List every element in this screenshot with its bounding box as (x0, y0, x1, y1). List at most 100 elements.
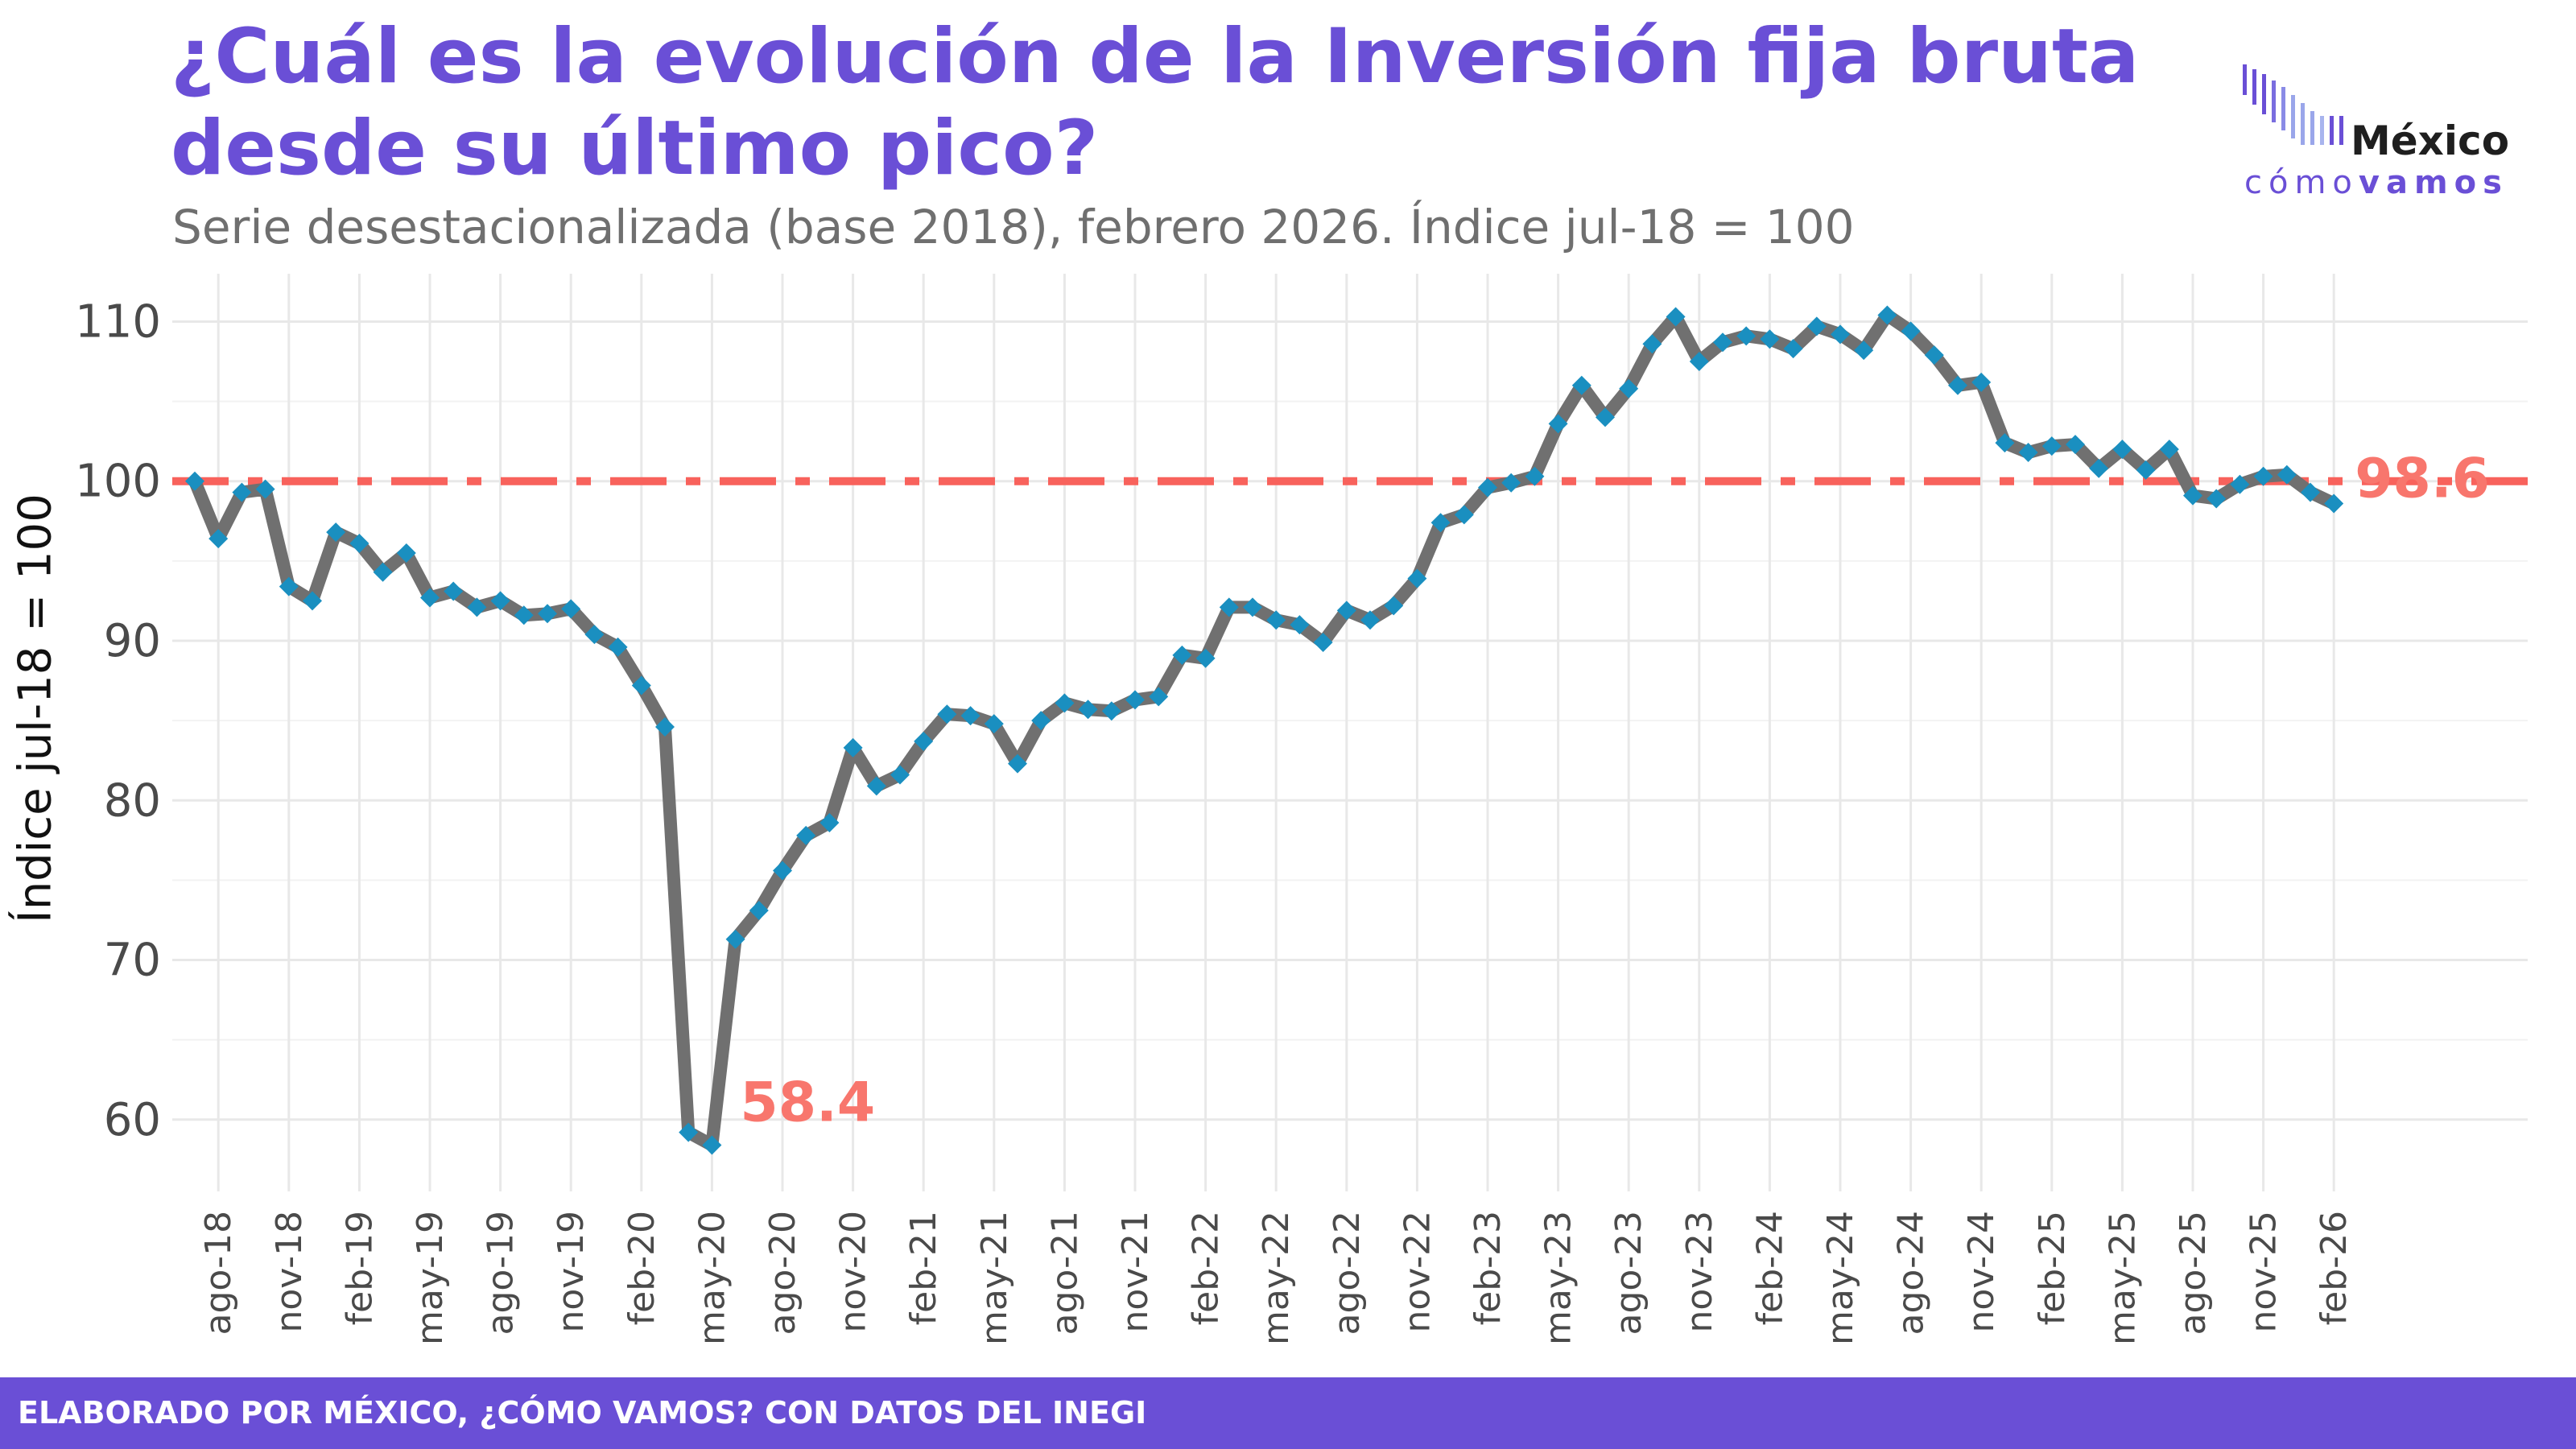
chart-subtitle: Serie desestacionalizada (base 2018), fe… (172, 200, 1855, 254)
data-point (2253, 466, 2273, 486)
x-tick-label: nov-25 (2244, 1211, 2285, 1333)
data-point (1596, 407, 1615, 427)
logo-tag-left: cómo (2244, 164, 2359, 201)
x-tick-label: may-24 (1820, 1211, 1861, 1345)
y-tick-label: 90 (104, 615, 161, 667)
data-point (1525, 466, 1545, 486)
data-point (1313, 632, 1333, 652)
x-tick-label: feb-23 (1468, 1211, 1509, 1325)
logo-tagline: cómovamos (2244, 164, 2508, 201)
data-point (2018, 443, 2038, 463)
data-point (2207, 489, 2227, 509)
data-point (185, 471, 204, 491)
x-tick-label: nov-23 (1679, 1211, 1720, 1333)
data-point (1924, 345, 1944, 365)
logo-tag-right: vamos (2358, 164, 2508, 201)
data-point (208, 529, 229, 549)
data-point (1971, 372, 1992, 392)
x-tick-label: feb-19 (339, 1211, 380, 1325)
x-tick-label: ago-24 (1891, 1211, 1932, 1335)
data-point (255, 479, 275, 499)
data-point (1689, 352, 1709, 372)
data-point (2277, 464, 2297, 485)
data-point (2136, 460, 2156, 480)
x-tick-label: ago-22 (1327, 1211, 1368, 1335)
x-tick-label: may-20 (691, 1211, 733, 1345)
data-point (749, 901, 769, 921)
x-tick-label: nov-19 (551, 1211, 592, 1333)
data-point (608, 637, 628, 657)
data-point (514, 605, 534, 625)
data-point (631, 675, 651, 696)
data-point (1172, 645, 1192, 665)
data-point (1877, 305, 1897, 325)
data-point (1125, 690, 1145, 710)
x-tick-label: may-23 (1538, 1211, 1579, 1345)
data-point (1243, 597, 1262, 617)
data-point (2301, 482, 2320, 502)
x-tick-label: feb-21 (903, 1211, 944, 1325)
data-point (1195, 648, 1216, 668)
x-tick-label: nov-22 (1397, 1211, 1438, 1333)
y-tick-label: 110 (75, 295, 161, 348)
y-tick-label: 60 (104, 1094, 161, 1146)
footer-credit: ELABORADO POR MÉXICO, ¿CÓMO VAMOS? CON D… (18, 1395, 1147, 1430)
x-tick-label: may-19 (410, 1211, 451, 1345)
data-point (937, 704, 957, 724)
data-point (1407, 568, 1427, 588)
y-tick-label: 100 (75, 456, 161, 508)
data-point (984, 714, 1004, 734)
data-point (279, 576, 299, 597)
data-point (232, 482, 252, 502)
data-point (326, 522, 346, 543)
footer-bar: ELABORADO POR MÉXICO, ¿CÓMO VAMOS? CON D… (0, 1377, 2576, 1449)
data-point (1290, 615, 1310, 635)
data-point (1666, 307, 1686, 327)
data-point (2041, 436, 2062, 456)
data-point (702, 1135, 722, 1155)
y-tick-label: 80 (104, 774, 161, 827)
data-point (490, 591, 510, 611)
data-point (1501, 473, 1521, 493)
annotation-label: 58.4 (740, 1071, 875, 1135)
x-tick-label: feb-24 (1749, 1211, 1790, 1325)
data-point (1806, 316, 1827, 336)
x-tick-label: may-21 (974, 1211, 1015, 1345)
x-tick-label: feb-26 (2314, 1211, 2355, 1325)
data-point (2230, 474, 2250, 494)
data-point (1478, 477, 1497, 497)
data-point (1831, 324, 1850, 345)
data-point (796, 825, 816, 845)
data-point (1336, 601, 1356, 621)
data-point (914, 731, 934, 751)
logo-name: México (2351, 118, 2510, 164)
x-tick-label: nov-21 (1115, 1211, 1156, 1333)
y-tick-label: 70 (104, 935, 161, 987)
data-point (655, 717, 675, 737)
data-point (960, 706, 980, 726)
x-tick-label: feb-25 (2032, 1211, 2073, 1325)
data-point (420, 588, 440, 608)
data-point (349, 534, 369, 554)
data-point (1713, 332, 1732, 353)
data-point (1995, 433, 2015, 453)
data-point (1642, 334, 1662, 354)
data-point (1571, 375, 1591, 395)
data-point (1736, 326, 1757, 346)
x-tick-label: nov-18 (269, 1211, 310, 1333)
x-tick-label: ago-19 (481, 1211, 522, 1335)
data-point (890, 765, 910, 785)
data-point (2089, 458, 2109, 478)
logo-bars-icon (2243, 64, 2343, 145)
data-point (1384, 596, 1404, 616)
data-point (467, 597, 487, 617)
data-point (1948, 375, 1967, 395)
data-point (2066, 435, 2085, 455)
data-point (1760, 329, 1780, 349)
data-point (561, 599, 581, 619)
chart-title: ¿Cuál es la evolución de la Inversión fi… (171, 13, 2140, 192)
data-point (1548, 414, 1568, 434)
data-point (819, 813, 840, 833)
data-point (1219, 597, 1239, 617)
data-point (1101, 701, 1121, 721)
